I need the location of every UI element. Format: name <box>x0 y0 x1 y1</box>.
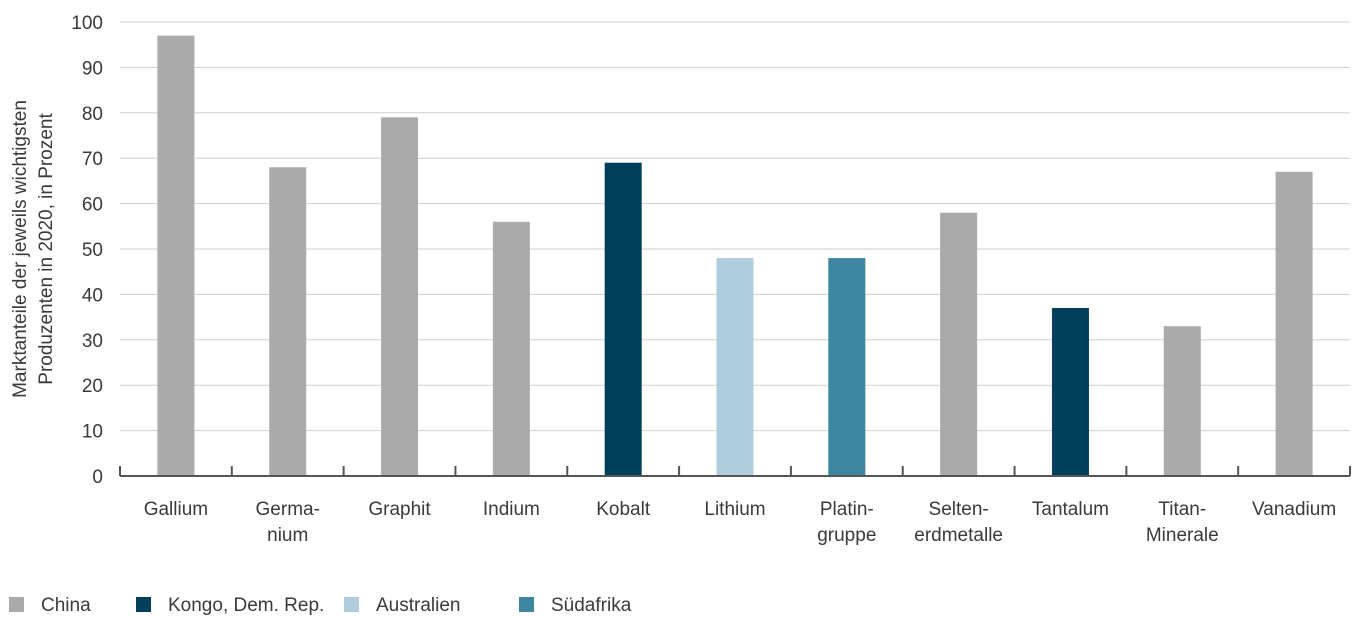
y-tick-label: 80 <box>82 104 103 125</box>
bar <box>381 117 419 476</box>
bar <box>269 167 307 476</box>
x-axis <box>119 466 1351 477</box>
legend: China Kongo, Dem. Rep. Australien Südafrika <box>9 595 632 616</box>
x-tick-label-line: erdmetalle <box>914 525 1003 546</box>
legend-label: Südafrika <box>551 595 632 616</box>
x-tick-label: Platin-gruppe <box>817 499 876 546</box>
legend-item: Kongo, Dem. Rep. <box>136 595 324 616</box>
bar <box>828 258 866 476</box>
bar <box>492 221 530 476</box>
x-tick-label-line: Minerale <box>1146 525 1219 546</box>
y-tick-label: 30 <box>82 331 103 352</box>
bar <box>1163 326 1201 476</box>
legend-item: China <box>9 595 91 616</box>
y-tick-label: 10 <box>82 422 103 443</box>
legend-label: China <box>41 595 91 616</box>
y-tick-label: 50 <box>82 240 103 261</box>
y-axis-ticks: 0 10 20 30 40 50 60 70 80 90 100 <box>71 13 103 488</box>
x-tick-label: Vanadium <box>1252 499 1336 520</box>
x-tick-label-line: Titan- <box>1158 499 1206 520</box>
y-axis-title: Marktanteile der jeweils wichtigsten Prod… <box>10 100 57 398</box>
legend-label: Australien <box>376 595 461 616</box>
x-tick-label: Tantalum <box>1032 499 1109 520</box>
x-tick-label: Graphit <box>368 499 431 520</box>
gridlines <box>120 21 1350 432</box>
x-tick-label-line: Selten- <box>929 499 989 520</box>
x-tick-label-line: Platin- <box>820 499 874 520</box>
legend-label: Kongo, Dem. Rep. <box>168 595 324 616</box>
legend-item: Südafrika <box>519 595 632 616</box>
x-tick-label-line: Tantalum <box>1032 499 1109 520</box>
legend-swatch <box>9 597 24 612</box>
x-tick-label-line: Germa- <box>256 499 320 520</box>
y-axis-title-line: Marktanteile der jeweils wichtigsten <box>10 100 31 398</box>
y-tick-label: 90 <box>82 58 103 79</box>
x-tick-label-line: Vanadium <box>1252 499 1336 520</box>
x-tick-label-line: Indium <box>483 499 540 520</box>
x-tick-label: Indium <box>483 499 540 520</box>
x-axis-labels: Gallium Germa-nium Graphit Indium Kobalt Lith… <box>144 499 1336 546</box>
x-tick-label-line: Lithium <box>704 499 765 520</box>
x-tick-label-line: gruppe <box>817 525 876 546</box>
y-tick-label: 40 <box>82 285 103 306</box>
x-tick-label: Titan- Minerale <box>1146 499 1219 546</box>
x-tick-label: Gallium <box>144 499 208 520</box>
y-tick-label: 70 <box>82 149 103 170</box>
legend-swatch <box>519 597 534 612</box>
y-tick-label: 0 <box>92 467 103 488</box>
y-tick-label: 100 <box>71 13 103 34</box>
x-tick-label-line: Kobalt <box>596 499 651 520</box>
x-tick-label: Lithium <box>704 499 765 520</box>
legend-item: Australien <box>344 595 461 616</box>
legend-swatch <box>344 597 359 612</box>
legend-swatch <box>136 597 151 612</box>
bar <box>1051 308 1089 476</box>
y-tick-label: 60 <box>82 195 103 216</box>
x-tick-label: Germa-nium <box>256 499 320 546</box>
bar <box>716 258 754 476</box>
x-tick-label: Kobalt <box>596 499 651 520</box>
y-axis-label: Marktanteile der jeweils wichtigsten Prod… <box>10 100 57 398</box>
x-tick-label-line: Graphit <box>368 499 431 520</box>
bar <box>604 162 642 477</box>
bar <box>940 212 978 476</box>
x-tick-label: Selten-erdmetalle <box>914 499 1003 546</box>
bar <box>1275 171 1313 476</box>
bars <box>157 35 1313 477</box>
x-tick-label-line: nium <box>267 525 308 546</box>
x-tick-label-line: Gallium <box>144 499 208 520</box>
bar <box>157 35 195 477</box>
y-axis-title-line: Produzenten in 2020, in Prozent <box>36 113 57 385</box>
y-tick-label: 20 <box>82 376 103 397</box>
